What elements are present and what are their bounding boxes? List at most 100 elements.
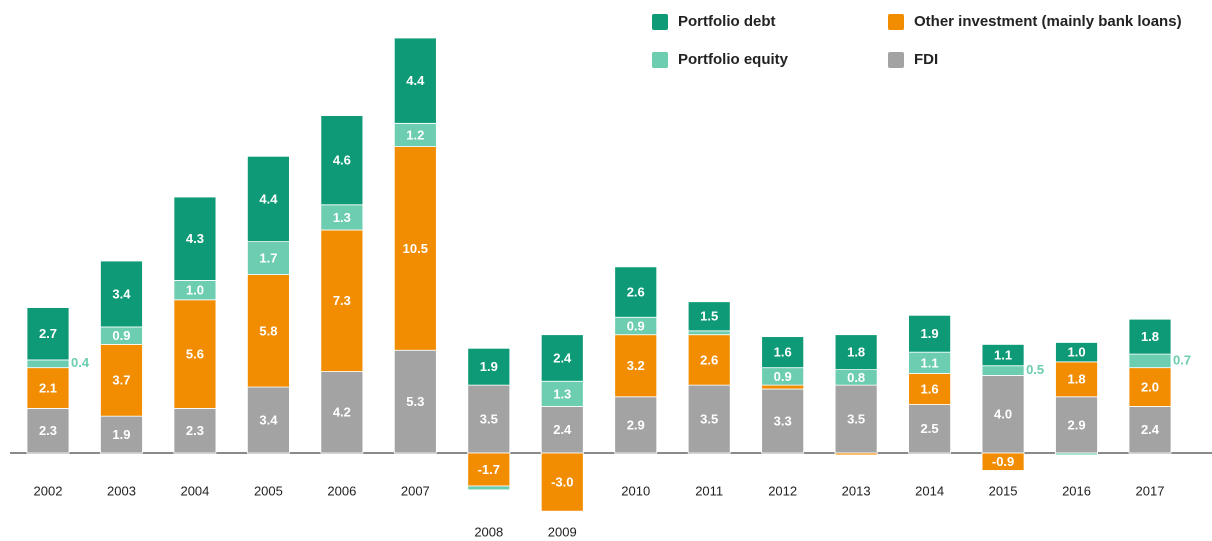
bar-segment xyxy=(761,336,805,369)
x-tick-label: 2016 xyxy=(1062,483,1091,498)
x-tick-label: 2010 xyxy=(621,483,650,498)
bar-segment xyxy=(320,229,364,372)
bar-segment xyxy=(908,404,951,454)
data-label: 5.3 xyxy=(406,394,424,409)
data-label: 2.5 xyxy=(921,421,939,436)
data-label: 0.7 xyxy=(1173,352,1191,367)
bar-segment xyxy=(687,301,731,332)
bar-segment xyxy=(981,344,1025,367)
data-label: 0.9 xyxy=(112,328,130,343)
x-tick-label: 2017 xyxy=(1136,483,1165,498)
bar-segment xyxy=(1128,367,1172,407)
data-label: 0.4 xyxy=(71,355,90,370)
legend-label: Portfolio debt xyxy=(678,13,776,30)
bar-segment xyxy=(1055,361,1098,398)
bar-segment xyxy=(540,334,584,382)
data-label: 2.1 xyxy=(39,380,57,395)
data-label: 7.3 xyxy=(333,293,351,308)
x-tick-label: 2003 xyxy=(107,483,136,498)
bar-segment xyxy=(246,241,290,275)
data-label: 2.0 xyxy=(1141,380,1159,395)
data-label: 2.3 xyxy=(186,423,204,438)
data-label: 1.6 xyxy=(774,345,792,360)
data-label: 0.9 xyxy=(774,369,792,384)
data-label: 1.8 xyxy=(847,345,865,360)
bar-segment xyxy=(320,115,364,206)
x-tick-label: 2015 xyxy=(989,483,1018,498)
data-label: 4.3 xyxy=(186,231,204,246)
legend-swatch xyxy=(888,52,904,68)
bar-segment xyxy=(687,334,731,386)
bar-segment xyxy=(467,452,511,487)
data-label: 0.9 xyxy=(627,318,645,333)
x-tick-label: 2004 xyxy=(180,483,209,498)
bar-segment xyxy=(834,384,878,454)
x-tick-label: 2013 xyxy=(842,483,871,498)
data-label: -1.7 xyxy=(478,462,500,477)
data-label: 5.8 xyxy=(259,323,277,338)
bar-segment xyxy=(100,344,143,417)
data-label: 1.7 xyxy=(259,251,277,266)
data-label: 0.8 xyxy=(847,370,865,385)
legend-swatch xyxy=(652,14,668,30)
data-label: 1.0 xyxy=(1067,345,1085,360)
legend-label: Portfolio equity xyxy=(678,51,789,68)
bar-segment xyxy=(614,334,658,398)
bar-segment xyxy=(540,380,584,407)
data-label: -3.0 xyxy=(551,475,573,490)
data-label: 3.5 xyxy=(700,412,718,427)
x-tick-label: 2014 xyxy=(915,483,944,498)
bar-segment xyxy=(1128,318,1172,355)
data-label: 2.4 xyxy=(553,422,572,437)
bar-segment xyxy=(393,349,437,454)
data-label: 3.4 xyxy=(112,286,131,301)
data-label: 2.9 xyxy=(1067,417,1085,432)
bar-segment xyxy=(981,452,1025,471)
data-label: 1.8 xyxy=(1067,372,1085,387)
bar-segment xyxy=(173,196,217,281)
bar-segment xyxy=(173,407,217,454)
bar-segment xyxy=(393,37,437,124)
bar-segment xyxy=(1128,353,1172,369)
bar-segment xyxy=(687,330,731,336)
bar-segment xyxy=(100,260,143,328)
data-label: 3.2 xyxy=(627,358,645,373)
bar-segment xyxy=(100,415,143,454)
bar-segment xyxy=(540,452,584,512)
data-label: 4.2 xyxy=(333,405,351,420)
bar-segment xyxy=(1128,406,1172,454)
bar-segment xyxy=(467,347,511,386)
data-label: 1.3 xyxy=(553,386,571,401)
data-label: 4.4 xyxy=(259,191,278,206)
data-label: 2.3 xyxy=(39,423,57,438)
legend-swatch xyxy=(888,14,904,30)
data-label: 1.1 xyxy=(921,355,939,370)
data-label: 2.4 xyxy=(1141,422,1160,437)
data-label: 3.3 xyxy=(774,413,792,428)
bar-segment xyxy=(908,314,951,353)
data-label: 1.6 xyxy=(921,381,939,396)
bar-segment xyxy=(320,371,364,454)
bar-segment xyxy=(246,274,290,388)
x-tick-label: 2006 xyxy=(327,483,356,498)
data-label: 10.5 xyxy=(403,241,428,256)
x-tick-label: 2005 xyxy=(254,483,283,498)
x-tick-label: 2007 xyxy=(401,483,430,498)
data-label: 3.5 xyxy=(480,412,498,427)
data-label: 1.5 xyxy=(700,309,718,324)
legend-label: Other investment (mainly bank loans) xyxy=(914,13,1182,30)
x-tick-label: 2002 xyxy=(34,483,63,498)
data-label: -0.9 xyxy=(992,454,1014,469)
data-label: 4.6 xyxy=(333,153,351,168)
data-label: 2.4 xyxy=(553,350,572,365)
data-label: 2.9 xyxy=(627,417,645,432)
bar-segment xyxy=(1055,396,1098,454)
bar-segment xyxy=(761,384,805,390)
data-label: 1.0 xyxy=(186,283,204,298)
bar-segment xyxy=(687,384,731,454)
data-label: 2.6 xyxy=(700,352,718,367)
data-label: 1.9 xyxy=(921,326,939,341)
bar-segment xyxy=(246,155,290,243)
bar-segment xyxy=(1055,452,1098,456)
bar-segment xyxy=(26,307,70,361)
